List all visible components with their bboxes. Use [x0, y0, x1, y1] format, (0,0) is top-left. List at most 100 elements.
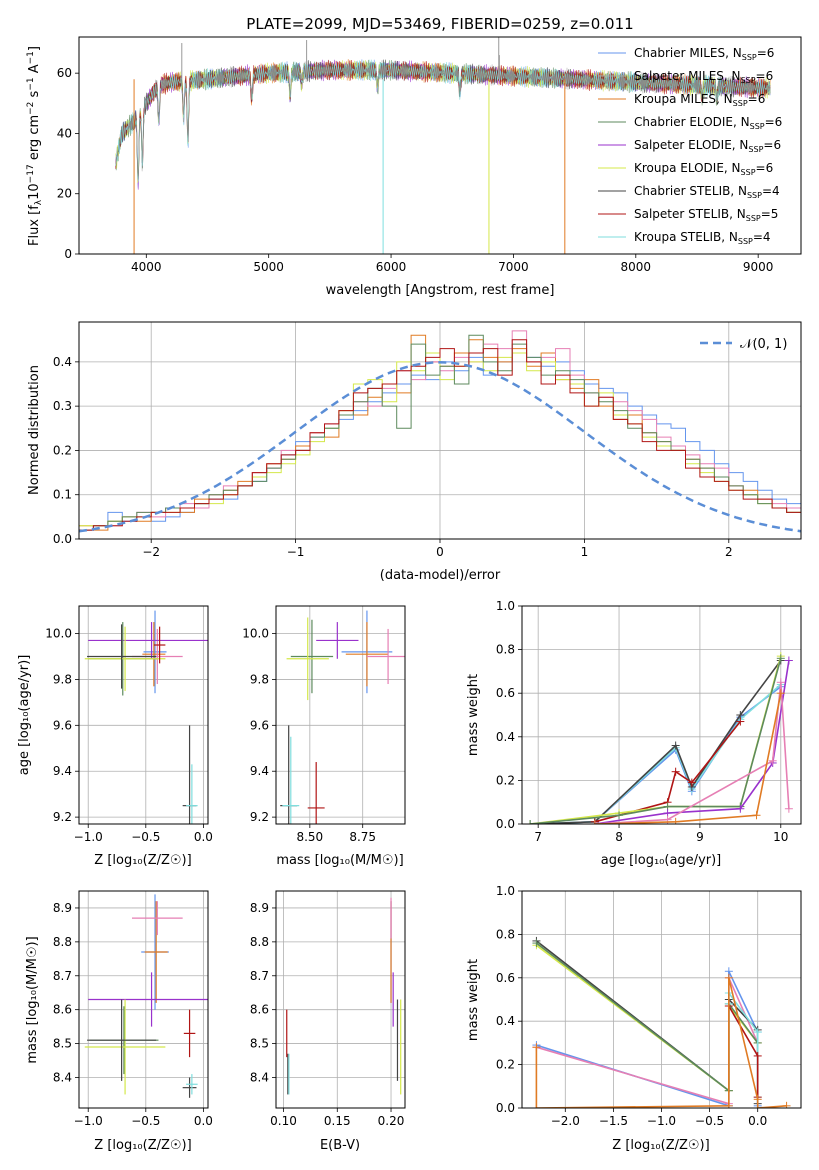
y-tick-label: 0.2: [496, 773, 515, 787]
normal-curve: [79, 361, 801, 533]
spectrum-xlabel: wavelength [Angstrom, rest frame]: [326, 283, 555, 298]
y-tick-label: 9.2: [250, 810, 269, 824]
x-tick-label: 8.75: [349, 830, 376, 844]
legend-val: =6: [765, 115, 783, 129]
legend-text: Chabrier MILES, N: [634, 46, 742, 60]
legend-val: =5: [761, 207, 779, 221]
age-vs-mass-panel: 8.50 8.75 9.2 9.4 9.6 9.8 10.0 mass [log₁₀(M/M…: [242, 605, 406, 868]
legend-entry: Chabrier STELIB, NSSP=4: [634, 184, 780, 200]
legend-entry: Chabrier MILES, NSSP=6: [634, 46, 774, 62]
legend-sub: SSP: [750, 122, 765, 131]
weight-vs-metallicity-frame: [521, 890, 802, 1109]
mass-vs-metallicity-xlabel: Z [log₁₀(Z/Z☉)]: [94, 1138, 191, 1153]
y-tick-label: 8.6: [250, 1003, 269, 1017]
age-vs-metallicity-frame: [78, 605, 209, 825]
legend-text: Kroupa ELODIE, N: [634, 161, 741, 175]
histogram-salpeter_stelib: [79, 339, 801, 539]
y-tick-label: 8.7: [250, 969, 269, 983]
legend-val: =6: [763, 138, 781, 152]
age-vs-mass-xlabel: mass [log₁₀(M/M☉)]: [276, 853, 403, 868]
y-tick-label: 0.2: [496, 1058, 515, 1072]
x-tick-label: 0.0: [194, 1114, 213, 1128]
y-tick-label: 0.1: [53, 488, 72, 502]
x-tick-label: −0.5: [131, 830, 160, 844]
legend-entry: 𝒩(0, 1): [740, 337, 787, 352]
y-tick-label: 60: [57, 66, 72, 80]
y-tick-label: 9.6: [53, 718, 72, 732]
weight-line-kroupa_miles: [594, 693, 782, 824]
legend-sub: SSP: [738, 237, 753, 246]
weight-vs-metallicity-lines: [532, 936, 791, 1108]
weight-vs-age-frame: [521, 605, 802, 825]
x-tick-label: −1.0: [74, 830, 103, 844]
legend-entry: Salpeter ELODIE, NSSP=6: [634, 138, 781, 154]
x-tick-label: −0.5: [131, 1114, 160, 1128]
x-tick-label: 8000: [621, 260, 652, 274]
y-tick-label: 0.8: [496, 643, 515, 657]
y-tick-label: 20: [57, 187, 72, 201]
y-tick-label: 8.9: [250, 901, 269, 915]
weight-vs-metallicity-panel: −2.0 −1.5 −1.0 −0.5 0.0 0.0 0.2 0.4 0.6 0.8 1.0 Z …: [466, 884, 802, 1153]
x-tick-label: 5000: [253, 260, 284, 274]
y-tick-label: 8.7: [53, 969, 72, 983]
age-vs-metallicity-xlabel: Z [log₁₀(Z/Z☉)]: [94, 853, 191, 868]
legend-sub: SSP: [742, 53, 757, 62]
x-tick-label: 7000: [498, 260, 529, 274]
age-vs-mass-frame: [275, 605, 406, 825]
x-tick-label: −1.0: [74, 1114, 103, 1128]
weight-vs-metallicity-ticks: −2.0 −1.5 −1.0 −0.5 0.0 0.0 0.2 0.4 0.6 0.8 1.0: [496, 884, 767, 1128]
y-tick-label: 8.8: [53, 935, 72, 949]
age-vs-mass-grid: [276, 606, 405, 824]
weight-vs-metallicity-xlabel: Z [log₁₀(Z/Z☉)]: [612, 1138, 709, 1153]
mass-vs-ebv-points: [286, 897, 402, 1095]
residuals-histograms: [79, 330, 801, 539]
spectrum-axes-frame: [78, 36, 802, 255]
legend-sub: SSP: [747, 191, 762, 200]
legend-val: =6: [756, 69, 774, 83]
weight-vs-age-panel: 7 8 9 10 0.0 0.2 0.4 0.6 0.8 1.0 age [log₁₀(age/y…: [466, 599, 802, 868]
x-tick-label: 0.10: [270, 1114, 297, 1128]
x-tick-label: 1: [581, 545, 589, 559]
y-tick-label: 9.8: [250, 672, 269, 686]
legend-text: Kroupa STELIB, N: [634, 230, 738, 244]
y-tick-label: 8.8: [250, 935, 269, 949]
legend-text: Salpeter STELIB, N: [634, 207, 746, 221]
y-tick-label: 0.0: [496, 1101, 515, 1115]
spectrum-ticks: 4000 5000 6000 7000 8000 9000 0 20 40 60: [57, 66, 774, 274]
y-tick-label: 9.8: [53, 672, 72, 686]
age-vs-metallicity-ticks: −1.0 −0.5 0.0 9.2 9.4 9.6 9.8 10.0: [45, 627, 213, 844]
y-tick-label: 10.0: [45, 627, 72, 641]
y-tick-label: 0.0: [53, 532, 72, 546]
mass-vs-metallicity-panel: −1.0 −0.5 0.0 8.4 8.5 8.6 8.7 8.8 8.9 Z [log₁₀(Z…: [25, 890, 213, 1153]
age-vs-metallicity-ylabel: age [log₁₀(age/yr)]: [17, 655, 32, 776]
legend-text: Chabrier STELIB, N: [634, 184, 747, 198]
y-tick-label: 8.6: [53, 1003, 72, 1017]
legend-val: =4: [762, 184, 780, 198]
y-tick-label: 0.6: [496, 686, 515, 700]
x-tick-label: −2: [142, 545, 160, 559]
y-tick-label: 9.4: [53, 764, 72, 778]
mass-vs-ebv-xlabel: E(B-V): [320, 1138, 360, 1153]
y-tick-label: 0.3: [53, 399, 72, 413]
legend-sub: SSP: [748, 145, 763, 154]
age-vs-metallicity-points: [84, 610, 208, 824]
x-tick-label: −2.0: [551, 1114, 580, 1128]
y-tick-label: 0.4: [496, 1014, 515, 1028]
x-tick-label: 10: [773, 830, 788, 844]
spectrum-line-kroupa_stelib: [115, 59, 771, 182]
y-tick-label: 8.9: [53, 901, 72, 915]
age-vs-metallicity-grid: [79, 606, 208, 824]
mass-vs-metallicity-points: [84, 894, 208, 1098]
mass-vs-metallicity-frame: [78, 890, 209, 1109]
legend-text: Salpeter MILES, N: [634, 69, 741, 83]
legend-entry: Kroupa ELODIE, NSSP=6: [634, 161, 773, 177]
y-tick-label: 0.2: [53, 443, 72, 457]
residuals-ticks: −2 −1 0 1 2 0.0 0.1 0.2 0.3 0.4: [53, 355, 733, 559]
x-tick-label: −1.5: [599, 1114, 628, 1128]
legend-val: =4: [753, 230, 771, 244]
mass-vs-metallicity-ylabel: mass [log₁₀(M/M☉)]: [25, 936, 40, 1063]
x-tick-label: 2: [725, 545, 733, 559]
x-tick-label: 8: [615, 830, 623, 844]
legend-text: Chabrier ELODIE, N: [634, 115, 750, 129]
